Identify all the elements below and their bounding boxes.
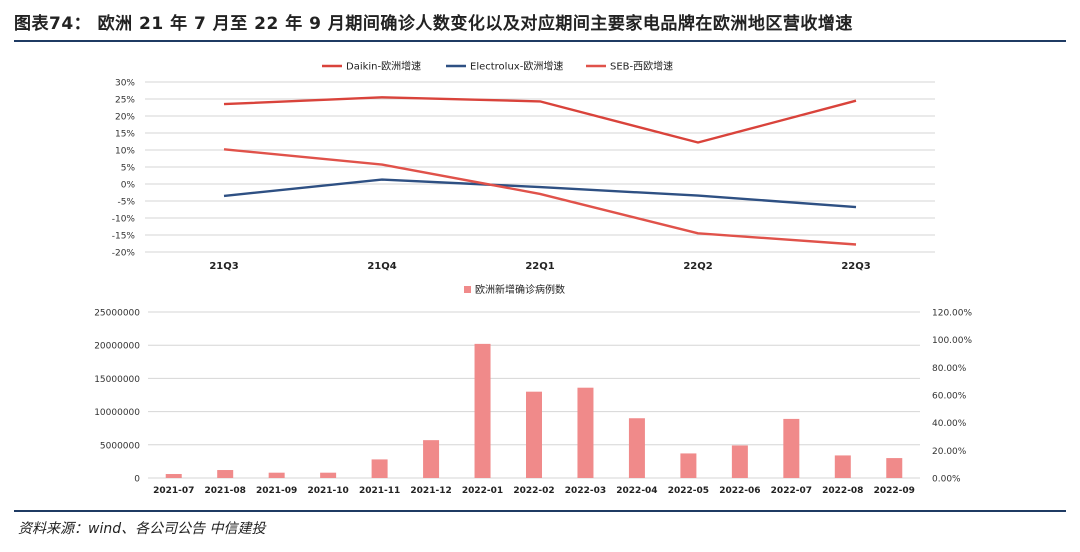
line-chart-x-tick: 22Q2	[683, 261, 712, 272]
line-chart-y-tick: -20%	[112, 249, 136, 259]
line-chart-y-tick: 5%	[121, 164, 136, 174]
bar-chart-y-tick: 0	[134, 475, 140, 485]
bar-chart-x-tick: 2021-12	[410, 486, 451, 496]
bar-chart-y2-tick: 40.00%	[932, 419, 967, 429]
legend-label-1: Daikin-欧洲增速	[346, 60, 421, 73]
bar-chart-y-tick: 5000000	[100, 441, 140, 451]
line-chart-y-tick: 15%	[115, 130, 135, 140]
bar-2021-10	[320, 472, 337, 478]
bar-chart-y-tick: 20000000	[94, 342, 140, 352]
line-chart-y-tick: 20%	[115, 113, 135, 123]
bar-chart-x-tick: 2021-07	[153, 486, 194, 496]
bar-chart-x-tick: 2021-10	[307, 486, 348, 496]
line-chart-y-tick: 25%	[115, 96, 135, 106]
bar-chart-y2-tick: 120.00%	[932, 309, 972, 319]
bar-chart-x-tick: 2022-08	[822, 486, 863, 496]
bar-2022-09	[886, 458, 903, 478]
source-note: 资料来源：wind、各公司公告 中信建投	[18, 521, 266, 537]
title-divider	[14, 40, 1066, 42]
bar-chart-y2-tick: 60.00%	[932, 392, 967, 402]
bar-chart-x-tick: 2022-04	[616, 486, 657, 496]
bar-2022-02	[526, 391, 542, 478]
bar-legend-label: 欧洲新增确诊病例数	[475, 283, 565, 296]
bar-chart-y2-tick: 80.00%	[932, 364, 967, 374]
footer-divider	[14, 510, 1066, 512]
legend-label-2: Electrolux-欧洲增速	[470, 60, 563, 73]
bar-2022-05	[680, 453, 697, 478]
bar-chart-y-tick: 25000000	[94, 309, 140, 319]
bar-chart-x-tick: 2022-05	[668, 486, 709, 496]
bar-chart-x-tick: 2022-06	[719, 486, 760, 496]
series-line-2	[223, 178, 857, 209]
bar-chart-x-tick: 2021-09	[256, 486, 297, 496]
bar-2021-07	[165, 474, 182, 478]
figure-title-bar: 图表74： 欧洲 21 年 7 月至 22 年 9 月期间确诊人数变化以及对应期…	[14, 10, 1066, 40]
line-chart-y-tick: 30%	[115, 79, 135, 89]
bar-2021-09	[268, 472, 285, 478]
bar-chart-x-tick: 2022-07	[771, 486, 812, 496]
bar-chart-x-tick: 2022-09	[874, 486, 915, 496]
bar-chart-y-tick: 15000000	[94, 375, 140, 385]
bar-chart-x-tick: 2022-03	[565, 486, 606, 496]
bar-2022-01	[474, 343, 491, 478]
bar-legend-swatch	[464, 286, 471, 293]
bar-2022-04	[628, 418, 645, 478]
line-chart-y-tick: 0%	[121, 181, 136, 191]
series-line-3	[223, 148, 857, 246]
bar-2022-06	[731, 445, 748, 478]
line-chart-y-tick: -10%	[112, 215, 136, 225]
bar-chart-x-tick: 2022-01	[462, 486, 503, 496]
bar-2022-03	[577, 387, 594, 478]
bar-chart-y2-tick: 20.00%	[932, 447, 967, 457]
line-chart-y-tick: -5%	[117, 198, 135, 208]
bar-2022-07	[783, 418, 800, 478]
bar-chart-x-tick: 2022-02	[513, 486, 554, 496]
bar-chart-x-tick: 2021-11	[359, 486, 400, 496]
bar-chart-y2-tick: 100.00%	[932, 336, 972, 346]
bar-2022-08	[834, 455, 851, 478]
bar-2021-08	[217, 470, 234, 478]
bar-chart-y2-tick: 0.00%	[932, 475, 961, 485]
bar-chart-x-tick: 2021-08	[205, 486, 246, 496]
line-chart-x-tick: 22Q3	[841, 261, 870, 272]
legend-label-3: SEB-西欧增速	[610, 60, 673, 73]
line-chart-x-tick: 22Q1	[525, 261, 554, 272]
bar-chart-y-tick: 10000000	[94, 408, 140, 418]
line-chart-y-tick: -15%	[112, 232, 136, 242]
line-chart-x-tick: 21Q3	[209, 261, 238, 272]
series-line-1	[223, 96, 857, 144]
bar-2021-11	[371, 459, 388, 478]
figure-title: 图表74： 欧洲 21 年 7 月至 22 年 9 月期间确诊人数变化以及对应期…	[14, 14, 853, 34]
line-chart-y-tick: 10%	[115, 147, 135, 157]
bar-2021-12	[423, 440, 440, 478]
line-chart-x-tick: 21Q4	[367, 261, 396, 272]
